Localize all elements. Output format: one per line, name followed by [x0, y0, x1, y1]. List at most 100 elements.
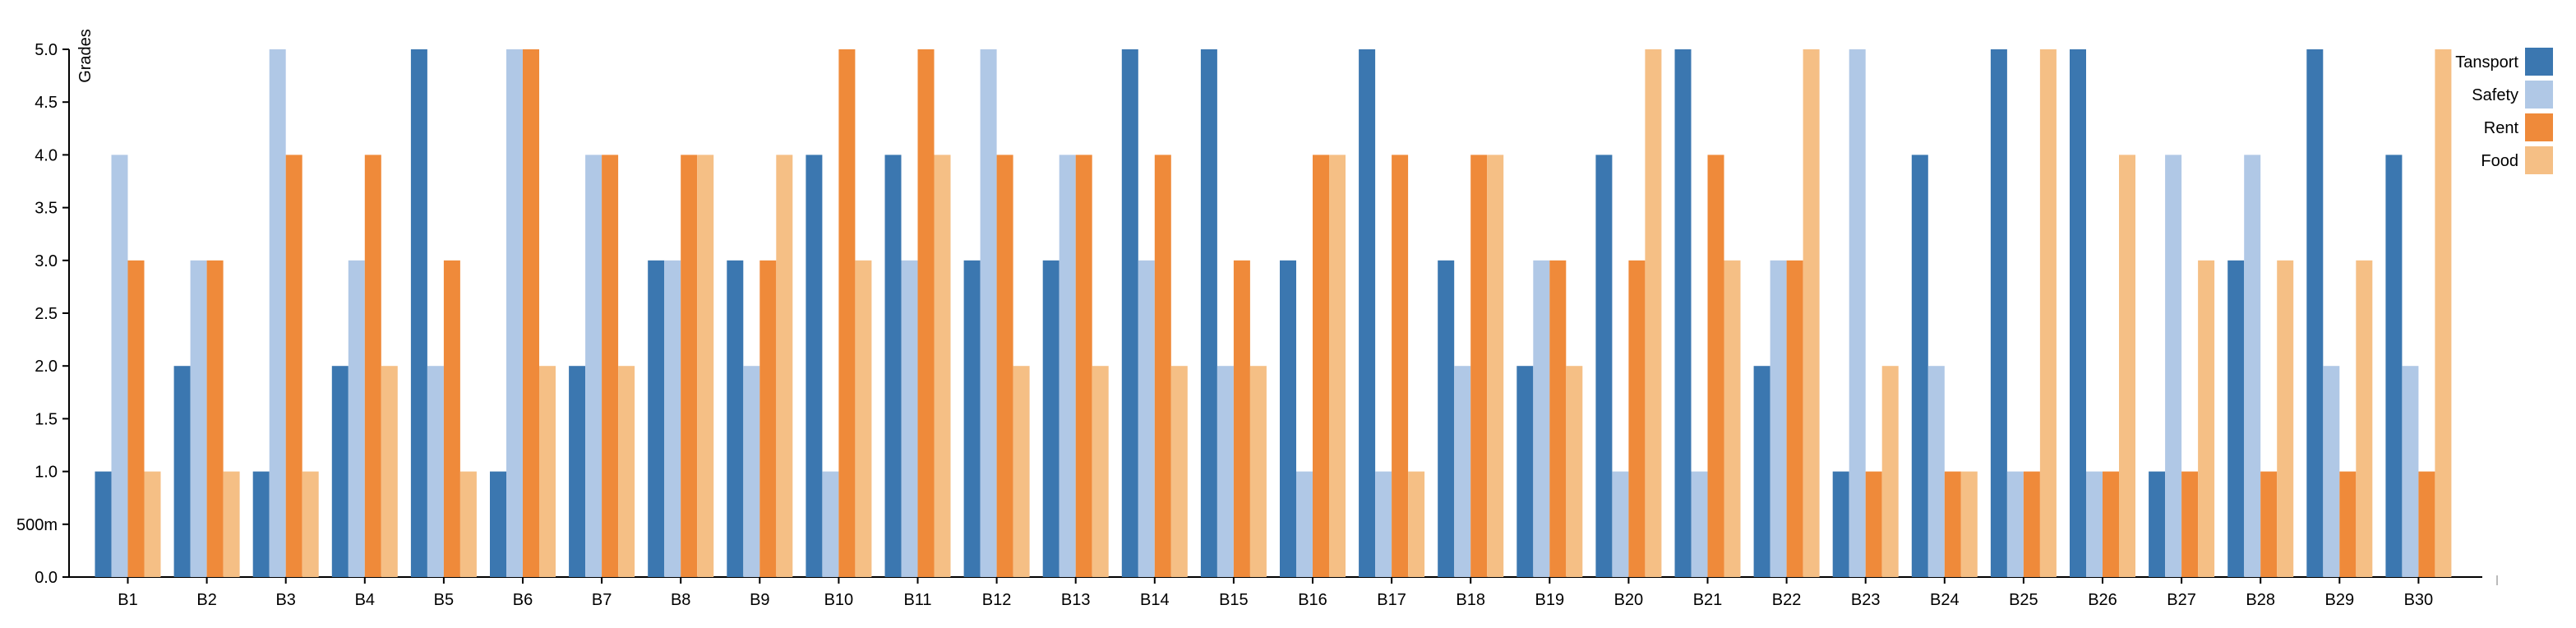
- x-tick-label: B12: [982, 591, 1012, 609]
- x-tick-label: B3: [275, 591, 295, 609]
- y-tick-label: 4.5: [35, 94, 58, 112]
- bar-B23-rent: [1865, 471, 1882, 577]
- bar-B5-tansport: [410, 49, 427, 577]
- bar-B14-safety: [1138, 260, 1155, 577]
- bar-B12-tansport: [963, 260, 981, 577]
- bar-B13-safety: [1059, 155, 1076, 577]
- bars-group: [95, 49, 2452, 577]
- bar-B30-rent: [2418, 471, 2435, 577]
- bar-B25-tansport: [1990, 49, 2007, 577]
- bar-B7-rent: [602, 155, 619, 577]
- bar-B23-tansport: [1832, 471, 1849, 577]
- legend-swatch-rent: [2525, 113, 2553, 141]
- bar-B25-safety: [2006, 471, 2024, 577]
- bar-B11-food: [934, 155, 951, 577]
- bar-B14-food: [1170, 366, 1188, 577]
- x-tick-label: B24: [1930, 591, 1960, 609]
- bar-B8-safety: [664, 260, 681, 577]
- y-tick-label: 3.5: [35, 200, 58, 218]
- y-tick-label: 1.0: [35, 464, 58, 482]
- bar-B29-rent: [2339, 471, 2357, 577]
- bar-B20-tansport: [1595, 155, 1613, 577]
- bar-B28-tansport: [2227, 260, 2245, 577]
- y-tick-label: 3.0: [35, 252, 58, 270]
- bar-B18-rent: [1470, 155, 1488, 577]
- bar-B26-tansport: [2070, 49, 2086, 577]
- bar-B21-safety: [1691, 471, 1708, 577]
- bar-B17-safety: [1375, 471, 1392, 577]
- bar-B3-safety: [269, 49, 286, 577]
- legend-label-food: Food: [2481, 152, 2518, 170]
- x-tick-label: B21: [1693, 591, 1723, 609]
- bar-B2-tansport: [173, 366, 191, 577]
- bar-B26-safety: [2086, 471, 2103, 577]
- bar-B21-rent: [1707, 155, 1724, 577]
- bar-B19-safety: [1533, 260, 1550, 577]
- bar-B15-safety: [1216, 366, 1234, 577]
- bar-B22-food: [1803, 49, 1820, 577]
- bar-B8-food: [697, 155, 714, 577]
- x-tick-label: B10: [824, 591, 854, 609]
- bar-B27-safety: [2165, 155, 2182, 577]
- bar-B1-tansport: [95, 471, 112, 577]
- bar-B13-rent: [1075, 155, 1092, 577]
- x-tick-label: B18: [1456, 591, 1485, 609]
- bar-B2-safety: [190, 260, 207, 577]
- bar-B28-safety: [2244, 155, 2261, 577]
- bar-B15-tansport: [1200, 49, 1217, 577]
- bar-B10-safety: [822, 471, 839, 577]
- bar-B3-food: [302, 471, 319, 577]
- y-tick-label: 4.0: [35, 146, 58, 164]
- bar-B6-rent: [523, 49, 539, 577]
- bar-B19-tansport: [1517, 366, 1534, 577]
- bar-B2-food: [223, 471, 240, 577]
- x-tick-label: B22: [1772, 591, 1802, 609]
- bar-B16-food: [1329, 155, 1346, 577]
- bar-B19-food: [1566, 366, 1583, 577]
- x-tick-label: B2: [196, 591, 216, 609]
- legend-swatch-food: [2525, 146, 2553, 174]
- x-tick-label: B11: [903, 591, 931, 609]
- bar-B7-tansport: [569, 366, 586, 577]
- legend-swatch-tansport: [2525, 48, 2553, 76]
- x-tick-label: B8: [671, 591, 690, 609]
- bar-B20-rent: [1628, 260, 1646, 577]
- bar-B8-tansport: [648, 260, 665, 577]
- bar-B5-safety: [427, 366, 444, 577]
- x-tick-label: B1: [118, 591, 137, 609]
- bar-B10-food: [855, 260, 872, 577]
- bar-B12-rent: [996, 155, 1013, 577]
- bar-B26-rent: [2103, 471, 2119, 577]
- bar-B22-rent: [1786, 260, 1803, 577]
- bar-B18-tansport: [1438, 260, 1455, 577]
- bar-B24-rent: [1944, 471, 1961, 577]
- bar-B28-rent: [2260, 471, 2278, 577]
- x-tick-label: B16: [1298, 591, 1327, 609]
- bar-B1-safety: [111, 155, 128, 577]
- bar-B1-food: [144, 471, 161, 577]
- bar-B9-food: [776, 155, 793, 577]
- x-tick-label: B20: [1614, 591, 1644, 609]
- bar-B16-rent: [1313, 155, 1329, 577]
- bar-B22-tansport: [1753, 366, 1770, 577]
- x-tick-label: B23: [1851, 591, 1881, 609]
- bar-B21-tansport: [1674, 49, 1692, 577]
- bar-B29-tansport: [2306, 49, 2324, 577]
- y-axis: 0.0 500m 1.0 1.5 2.0 2.5 3.0 3.5 4.0 4.5 5.0: [16, 41, 70, 587]
- bar-B30-safety: [2402, 366, 2419, 577]
- x-tick-label: B14: [1140, 591, 1170, 609]
- bar-B8-rent: [681, 155, 698, 577]
- bar-B30-food: [2435, 49, 2452, 577]
- bar-B18-safety: [1454, 366, 1471, 577]
- bar-B24-tansport: [1911, 155, 1928, 577]
- x-tick-label: B5: [434, 591, 454, 609]
- bar-B13-tansport: [1042, 260, 1059, 577]
- bar-B21-food: [1724, 260, 1741, 577]
- bar-B12-safety: [980, 49, 997, 577]
- bar-B4-rent: [364, 155, 381, 577]
- bar-B14-tansport: [1121, 49, 1138, 577]
- bar-B4-food: [381, 366, 398, 577]
- bar-B6-food: [539, 366, 556, 577]
